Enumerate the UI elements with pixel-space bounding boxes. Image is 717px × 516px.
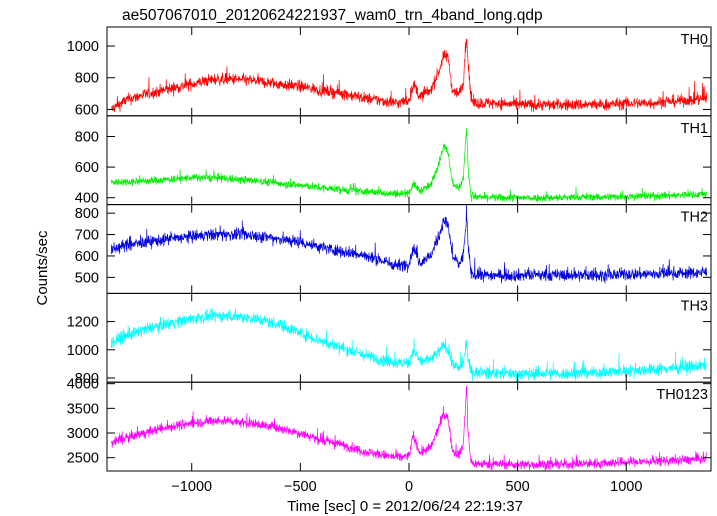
panel-frame bbox=[106, 204, 712, 294]
y-tick-label: 4000 bbox=[67, 377, 99, 393]
panel-label: TH2 bbox=[681, 210, 708, 226]
panels-group: 600 800 1000 TH0 400 600 800 TH1 500 600 700 800 TH2… bbox=[67, 26, 712, 495]
x-tick-label: 1000 bbox=[610, 479, 642, 495]
panel-th0123: 2500 3000 3500 4000 TH0123 bbox=[67, 377, 712, 472]
series-line-th1 bbox=[110, 128, 708, 203]
y-tick-label: 400 bbox=[75, 191, 99, 207]
panel-label: TH1 bbox=[681, 121, 708, 137]
y-tick-label: 3500 bbox=[67, 401, 99, 417]
y-tick-label: 600 bbox=[75, 160, 99, 176]
x-tick-label: 0 bbox=[405, 479, 413, 495]
y-tick-label: 800 bbox=[75, 206, 99, 222]
panel-label: TH0 bbox=[681, 32, 708, 48]
y-tick-label: 600 bbox=[75, 249, 99, 265]
panel-th2: 500 600 700 800 TH2 bbox=[75, 204, 712, 294]
y-tick-label: 600 bbox=[75, 102, 99, 118]
series-line-th0123 bbox=[110, 385, 708, 472]
series-line-th0 bbox=[110, 38, 708, 113]
chart-title: ae507067010_20120624221937_wam0_trn_4ban… bbox=[122, 7, 543, 24]
x-tick-label: 500 bbox=[506, 479, 530, 495]
panel-label: TH3 bbox=[681, 298, 708, 314]
y-tick-label: 3000 bbox=[67, 426, 99, 442]
y-axis-label: Counts/sec bbox=[34, 230, 51, 306]
y-tick-label: 1000 bbox=[67, 343, 99, 359]
series-line-th3 bbox=[110, 308, 708, 382]
panel-label: TH0123 bbox=[656, 387, 708, 403]
panel-th0: 600 800 1000 TH0 bbox=[67, 26, 712, 118]
y-tick-label: 2500 bbox=[67, 451, 99, 467]
y-tick-label: 800 bbox=[75, 71, 99, 87]
y-tick-label: 500 bbox=[75, 270, 99, 286]
y-tick-label: 800 bbox=[75, 371, 99, 387]
y-tick-label: 700 bbox=[75, 228, 99, 244]
x-tick-label: −1000 bbox=[171, 479, 212, 495]
panel-th1: 400 600 800 TH1 bbox=[75, 115, 712, 207]
series-line-th2 bbox=[110, 204, 708, 284]
y-tick-label: 800 bbox=[75, 129, 99, 145]
y-tick-label: 1000 bbox=[67, 39, 99, 55]
panel-th3: 800 1000 1200 TH3 bbox=[67, 292, 712, 387]
x-tick-label: −500 bbox=[284, 479, 317, 495]
x-axis-label: Time [sec] 0 = 2012/06/24 22:19:37 bbox=[287, 498, 523, 515]
y-tick-label: 1200 bbox=[67, 315, 99, 331]
